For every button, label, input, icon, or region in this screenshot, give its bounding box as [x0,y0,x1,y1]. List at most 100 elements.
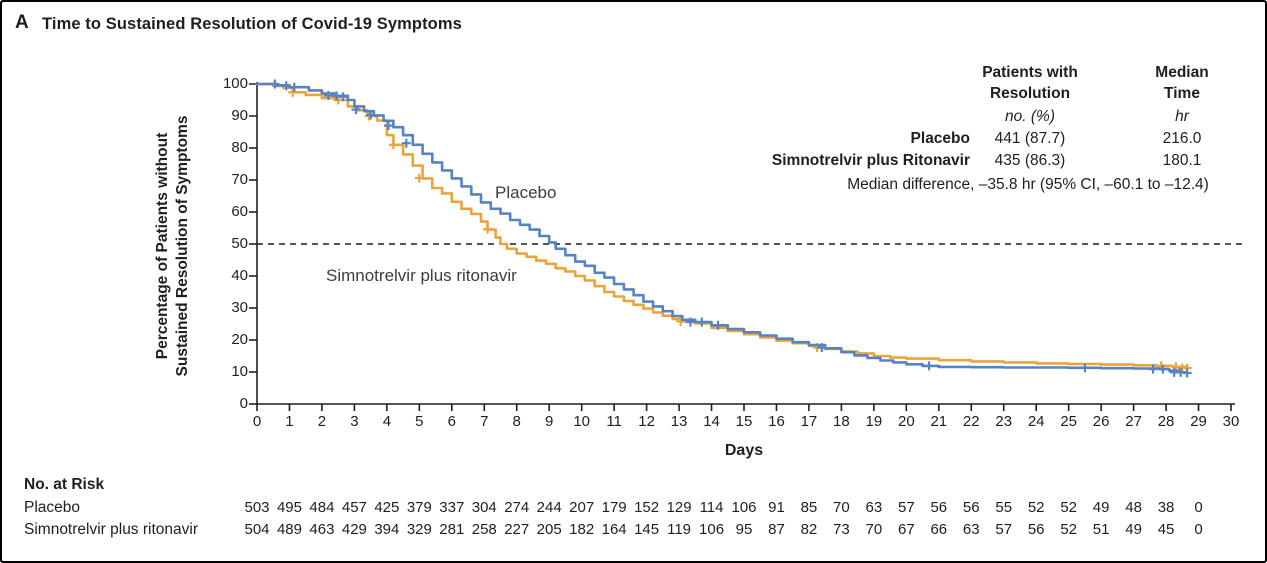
risk-value: 57 [995,521,1013,538]
risk-value: 145 [634,521,660,538]
censor-mark [323,91,333,101]
censor-mark [817,343,827,353]
censor-mark [383,121,393,131]
y-tick-label: 20 [231,331,248,348]
x-tick-label: 11 [606,413,622,430]
x-tick-label: 20 [897,413,915,430]
x-tick-label: 15 [735,413,753,430]
x-tick-label: 23 [995,413,1013,430]
risk-value: 66 [930,521,948,538]
risk-value: 0 [1194,499,1203,516]
risk-value: 182 [569,521,595,538]
y-tick-label: 100 [222,75,248,92]
risk-value: 281 [439,521,465,538]
censor-mark [1158,364,1168,374]
risk-value: 85 [800,499,818,516]
x-tick-label: 9 [545,413,554,430]
risk-value: 164 [601,521,627,538]
x-tick-label: 24 [1027,413,1045,430]
risk-value: 129 [666,499,692,516]
risk-value: 179 [601,499,627,516]
stats-row-label-placebo: Placebo [910,130,970,147]
x-tick-label: 5 [415,413,424,430]
risk-value: 119 [667,521,692,538]
x-tick-label: 12 [638,413,655,430]
y-tick-label: 10 [231,363,248,380]
x-tick-label: 6 [447,413,456,430]
risk-value: 503 [244,499,270,516]
risk-value: 82 [800,521,818,538]
stats-placebo-median: 216.0 [1162,130,1202,147]
censor-mark [1080,363,1090,373]
x-tick-label: 25 [1060,413,1077,430]
risk-value: 67 [897,521,915,538]
risk-value: 425 [374,499,400,516]
y-tick-label: 60 [231,203,248,220]
censor-mark [676,316,686,326]
censor-mark [685,317,695,327]
curve-label-placebo: Placebo [495,183,557,202]
censor-mark [270,79,280,89]
risk-value: 56 [930,499,948,516]
risk-value: 87 [768,521,785,538]
stats-subheader-no-pct: no. (%) [1005,108,1055,125]
summary-stats-table: Patients with Resolution Median Time no.… [690,62,1265,197]
risk-value: 48 [1125,499,1142,516]
risk-value: 70 [833,499,850,516]
risk-value: 51 [1092,521,1110,538]
x-tick-label: 0 [252,413,262,430]
risk-value: 63 [865,499,883,516]
censor-mark [713,320,723,330]
risk-value: 45 [1157,521,1175,538]
risk-value: 304 [471,499,497,516]
censor-mark [401,138,411,148]
x-tick-label: 27 [1125,413,1142,430]
censor-mark [697,317,707,327]
stats-subheader-hr: hr [1175,108,1189,125]
risk-table-title: No. at Risk [24,476,105,493]
risk-value: 49 [1125,521,1142,538]
risk-value: 56 [1027,521,1045,538]
censor-mark [289,82,299,92]
curve-label-simnotrelvir: Simnotrelvir plus ritonavir [326,266,517,285]
risk-value: 484 [309,499,335,516]
stats-placebo-resolution: 441 (87.7) [994,130,1066,147]
x-tick-label: 26 [1092,413,1110,430]
risk-value: 0 [1194,521,1203,538]
risk-value: 329 [406,521,432,538]
panel-title: Time to Sustained Resolution of Covid-19… [42,15,462,33]
censor-mark [366,110,376,120]
x-tick-label: 29 [1190,413,1207,430]
risk-value: 57 [897,499,915,516]
x-tick-label: 3 [350,413,359,430]
x-tick-label: 8 [512,413,521,430]
risk-value: 95 [735,521,753,538]
y-tick-label: 50 [231,235,248,252]
censor-mark [1148,364,1158,374]
risk-value: 52 [1060,499,1077,516]
risk-value: 63 [962,521,980,538]
risk-value: 55 [995,499,1013,516]
risk-row-label-simnotrelvir: Simnotrelvir plus ritonavir [24,521,198,538]
risk-value: 379 [406,499,432,516]
censor-mark [388,140,398,150]
risk-value: 205 [536,521,562,538]
km-curve-simnotrelvir [255,82,1189,370]
risk-value: 504 [244,521,270,538]
risk-value: 495 [276,499,302,516]
risk-value: 457 [341,499,367,516]
stats-row-label-simnotrelvir: Simnotrelvir plus Ritonavir [771,152,970,169]
x-tick-label: 17 [800,413,818,430]
x-tick-label: 2 [317,413,327,430]
x-tick-label: 19 [865,413,883,430]
y-tick-label: 90 [231,107,248,124]
risk-value: 52 [1060,521,1077,538]
risk-value: 274 [504,499,530,516]
x-tick-label: 13 [670,413,688,430]
x-tick-label: 10 [573,413,590,430]
x-axis-title: Days [724,442,764,459]
x-tick-label: 16 [768,413,785,430]
risk-value: 52 [1027,499,1045,516]
